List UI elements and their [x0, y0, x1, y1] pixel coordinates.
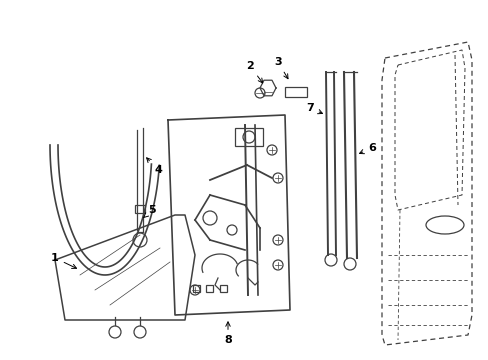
Text: 3: 3 [274, 57, 287, 79]
Text: 8: 8 [224, 322, 231, 345]
Bar [192, 284, 199, 292]
Bar [235, 128, 263, 146]
Text: 4: 4 [146, 158, 162, 175]
Bar [219, 284, 226, 292]
Text: 6: 6 [359, 143, 375, 154]
Text: 2: 2 [245, 61, 262, 83]
Bar [285, 87, 306, 97]
Text: 5: 5 [143, 205, 156, 218]
Text: 1: 1 [51, 253, 76, 269]
Bar [205, 284, 212, 292]
Text: 7: 7 [305, 103, 322, 114]
Bar [135, 205, 145, 213]
